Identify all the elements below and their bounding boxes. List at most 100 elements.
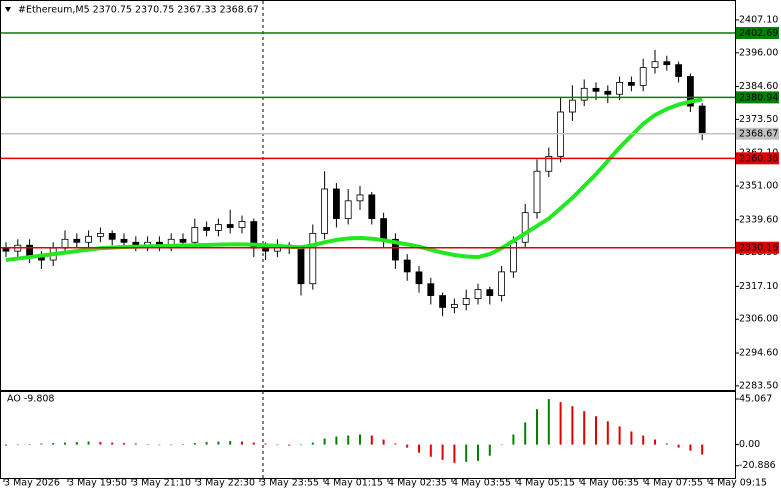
candle-body bbox=[309, 232, 317, 285]
ao-bar bbox=[488, 444, 491, 456]
candle-body bbox=[486, 289, 494, 296]
candle-body bbox=[580, 87, 588, 101]
candle-body bbox=[97, 232, 104, 237]
ao-bar bbox=[512, 434, 515, 445]
ao-bar bbox=[654, 439, 656, 445]
menu-arrow bbox=[5, 7, 11, 12]
ao-bar bbox=[665, 443, 668, 445]
candle-body bbox=[509, 241, 517, 273]
y-tick-label: -20.886 bbox=[739, 460, 776, 471]
candle-body bbox=[391, 238, 399, 261]
ao-bar bbox=[111, 442, 114, 445]
candle-body bbox=[380, 218, 388, 240]
y-tick-label: 2351.00 bbox=[739, 181, 778, 192]
ao-bar bbox=[300, 444, 302, 446]
level-label-box bbox=[736, 127, 779, 140]
y-tick-label: 0.00 bbox=[739, 439, 760, 450]
ao-bar bbox=[64, 442, 66, 445]
candle-body bbox=[120, 238, 128, 243]
ao-bar bbox=[559, 402, 562, 445]
x-tick-label: 4 May 09:15 bbox=[708, 478, 767, 489]
x-tick-label: 4 May 05:15 bbox=[516, 478, 575, 489]
ao-bar bbox=[689, 444, 692, 451]
ao-bar bbox=[418, 444, 420, 453]
ao-bar bbox=[547, 399, 550, 445]
candle-body bbox=[675, 64, 682, 77]
ao-bar bbox=[595, 416, 597, 445]
ao-bar bbox=[28, 444, 31, 445]
ao-bar bbox=[123, 443, 125, 445]
ao-bar bbox=[524, 422, 527, 445]
chart-title: #Ethereum,M5 2370.75 2370.75 2367.33 236… bbox=[18, 5, 259, 16]
y-tick-label: 2306.00 bbox=[739, 314, 778, 325]
x-tick-label: 3 May 21:10 bbox=[132, 478, 191, 489]
ao-bar bbox=[347, 435, 350, 445]
ao-bar bbox=[465, 444, 468, 462]
level-label-box bbox=[736, 241, 779, 254]
x-tick-label: 3 May 2026 bbox=[4, 478, 60, 489]
candle-body bbox=[85, 235, 92, 243]
ao-bar bbox=[359, 434, 361, 445]
ao-bar bbox=[276, 444, 279, 446]
level-label: 2368.67 bbox=[739, 129, 778, 140]
level-label-box bbox=[736, 27, 779, 40]
x-tick-label: 4 May 01:15 bbox=[324, 478, 383, 489]
ao-bar bbox=[335, 436, 338, 445]
ao-bar bbox=[441, 444, 444, 460]
candle-body bbox=[415, 271, 423, 285]
ao-bar bbox=[536, 409, 538, 445]
candle-body bbox=[403, 259, 411, 273]
ao-bar bbox=[16, 444, 19, 446]
candle-body bbox=[663, 61, 671, 66]
ao-bar bbox=[323, 438, 326, 445]
candle-body bbox=[545, 156, 553, 172]
ao-bar bbox=[205, 442, 208, 445]
candle-body bbox=[238, 221, 246, 228]
x-tick-label: 4 May 07:55 bbox=[644, 478, 703, 489]
y-tick-label: 2396.00 bbox=[739, 47, 778, 58]
indicator-title: AO -9.808 bbox=[7, 394, 54, 405]
y-tick-label: 2339.60 bbox=[739, 214, 778, 225]
x-tick-label: 4 May 06:35 bbox=[580, 478, 639, 489]
x-tick-label: 3 May 23:55 bbox=[260, 478, 319, 489]
y-tick-label: 2294.60 bbox=[739, 347, 778, 358]
ao-bar bbox=[583, 411, 586, 445]
ao-bar bbox=[642, 435, 645, 445]
candle-body bbox=[604, 90, 612, 95]
candle-body bbox=[344, 200, 352, 219]
ao-bar bbox=[182, 444, 184, 445]
candle-body bbox=[368, 194, 376, 219]
ao-panel bbox=[0, 391, 736, 479]
candle-body bbox=[321, 188, 329, 234]
ao-bar bbox=[40, 443, 43, 445]
price-panel bbox=[0, 0, 736, 391]
candle-body bbox=[462, 298, 470, 305]
candle-body bbox=[639, 67, 647, 86]
candle-body bbox=[592, 87, 600, 92]
candle-body bbox=[179, 238, 187, 243]
ao-bar bbox=[52, 443, 55, 445]
x-tick-label: 3 May 19:50 bbox=[68, 478, 127, 489]
ao-bar bbox=[701, 444, 704, 455]
x-tick-label: 3 May 22:30 bbox=[196, 478, 255, 489]
candle-body bbox=[439, 295, 447, 308]
ao-bar bbox=[477, 444, 479, 461]
ao-bar bbox=[5, 444, 7, 446]
level-label-box bbox=[736, 152, 779, 165]
y-tick-label: 2283.50 bbox=[739, 380, 778, 391]
level-label: 2360.36 bbox=[739, 153, 778, 164]
candle-body bbox=[474, 289, 482, 299]
level-label: 2380.94 bbox=[739, 92, 778, 103]
ao-bar bbox=[264, 443, 267, 445]
ao-bar bbox=[606, 421, 609, 445]
ao-bar bbox=[193, 443, 196, 445]
candle-body bbox=[356, 194, 364, 202]
candle-body bbox=[262, 247, 270, 252]
candle-body bbox=[628, 82, 635, 86]
ao-bar bbox=[99, 442, 102, 445]
ao-bar bbox=[217, 441, 220, 445]
candle-body bbox=[332, 188, 340, 219]
ao-bar bbox=[146, 444, 149, 445]
ao-bar bbox=[630, 431, 633, 445]
ao-bar bbox=[500, 444, 503, 446]
